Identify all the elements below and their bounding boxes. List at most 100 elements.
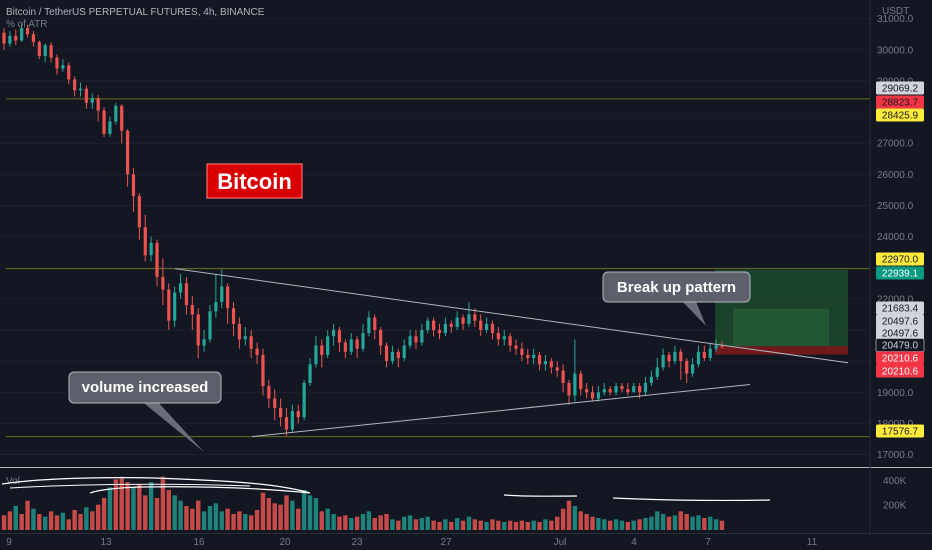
price-tag (876, 95, 924, 109)
price-tag (876, 424, 924, 438)
volume-bar (466, 516, 472, 530)
x-tick-label: 13 (100, 537, 112, 548)
candle-body (208, 311, 212, 340)
volume-bar (296, 508, 301, 530)
volume-bar (478, 520, 483, 530)
candle-body (290, 410, 294, 430)
price-tag-label: 20210.6 (882, 367, 919, 378)
break-callout[interactable] (602, 271, 751, 303)
candle-body (696, 351, 701, 365)
volume-bar (107, 487, 113, 530)
volume-bar (449, 522, 454, 530)
candle-body (543, 361, 548, 365)
candle-body (25, 28, 30, 35)
candle-body (420, 330, 424, 343)
stop-zone[interactable] (715, 346, 848, 355)
candle-body (214, 301, 218, 312)
candle-body (685, 361, 689, 374)
candle-body (120, 105, 124, 131)
volume-bar (237, 511, 242, 530)
volume-bar (260, 492, 266, 530)
volume-bar (484, 522, 489, 530)
candle-body (632, 386, 636, 393)
candle-body (532, 354, 536, 359)
candle-body (373, 317, 377, 331)
candle-body (426, 320, 430, 331)
volume-bar (54, 515, 60, 530)
candle-body (284, 417, 289, 430)
volume-bar (1, 515, 7, 530)
volume-bar (560, 508, 566, 530)
volume-bar (613, 519, 619, 530)
volume-bar (231, 514, 236, 530)
price-tag-label: 17576.7 (882, 427, 919, 438)
volume-bar (460, 520, 466, 530)
volume-bar (319, 511, 325, 530)
volume-bar (519, 520, 525, 530)
upper-trendline[interactable] (174, 268, 849, 364)
candle-body (237, 323, 242, 340)
volume-bar (513, 522, 519, 530)
candle-body (296, 410, 300, 418)
candle-body (155, 242, 159, 278)
volume-bar (131, 487, 136, 530)
candle-body (78, 88, 83, 91)
x-tick-label: 23 (351, 537, 363, 548)
candles (2, 23, 724, 436)
volume-bar (425, 516, 430, 530)
candle-body (714, 345, 718, 349)
volume-bar (196, 500, 201, 530)
candle-body (414, 336, 418, 343)
volume-bar (360, 514, 366, 530)
volume-bar (490, 519, 495, 530)
y-tick-label: 25000.0 (877, 201, 914, 212)
candle-body (43, 45, 47, 57)
candle-body (249, 336, 253, 349)
y-tick-label: 30000.0 (877, 45, 914, 56)
title-box[interactable] (206, 163, 303, 199)
volume-bar (366, 511, 372, 530)
candle-body (590, 392, 595, 399)
volume-callout[interactable] (68, 371, 222, 404)
volume-bar (325, 508, 330, 530)
volume-bar (643, 518, 648, 530)
candle-body (449, 323, 453, 327)
symbol-header[interactable]: Bitcoin / TetherUS PERPETUAL FUTURES, 4h… (6, 7, 265, 18)
candle-body (514, 345, 518, 349)
candle-body (114, 105, 118, 122)
candle-body (720, 345, 724, 347)
candle-body (61, 65, 65, 69)
price-tag-label: 20210.6 (882, 354, 919, 365)
volume-bar (390, 519, 395, 530)
price-tag-label: 22970.0 (882, 255, 919, 266)
volume-bar (213, 503, 219, 530)
trendlines[interactable] (174, 268, 849, 438)
candle-body (596, 392, 601, 399)
y-tick-label: 17000.0 (877, 450, 914, 461)
price-tag (876, 326, 924, 340)
volume-bar (290, 500, 295, 530)
candle-body (537, 354, 542, 365)
candle-body (320, 345, 324, 355)
candle-body (167, 289, 171, 321)
volume-bar (272, 503, 277, 530)
candle-body (496, 333, 500, 340)
price-tag-label: 20479.0 (882, 341, 919, 352)
candle-body (679, 351, 683, 362)
price-tag-label: 20497.6 (882, 329, 919, 340)
candle-body (484, 323, 489, 331)
lower-trendline[interactable] (251, 383, 751, 438)
x-tick-label: 11 (807, 537, 818, 548)
volume-bar (166, 490, 171, 530)
candle-body (526, 354, 530, 359)
candle-body (585, 389, 589, 393)
volume-bar (25, 500, 30, 530)
y-tick-label: 27000.0 (877, 139, 914, 150)
time-axis[interactable]: 9 13 16 20 23 27 Jul 4 7 11 (6, 537, 817, 548)
volume-highlight-scribble[interactable] (1, 477, 311, 494)
price-tag (876, 314, 924, 328)
candle-body (655, 367, 659, 377)
annotations[interactable]: Vol Bitcoin Break up pattern volume increas… (1, 163, 771, 501)
candle-body (384, 345, 389, 362)
